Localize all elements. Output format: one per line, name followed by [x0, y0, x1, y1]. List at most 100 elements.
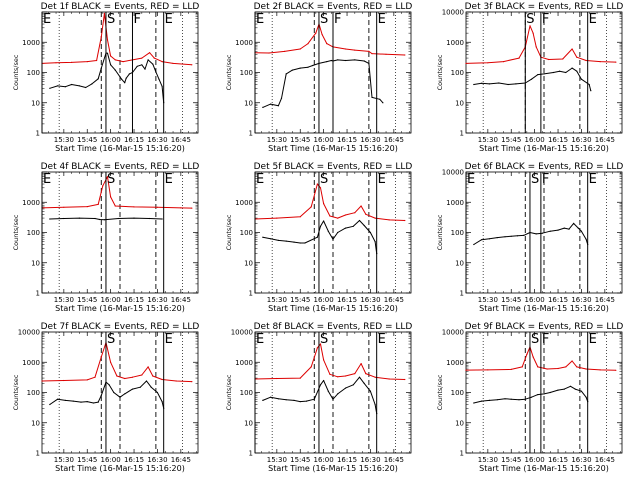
- data-point: [119, 396, 121, 398]
- x-tick-label: 16:45: [384, 296, 404, 304]
- data-point: [559, 70, 561, 72]
- data-point: [529, 25, 531, 27]
- y-tick-label: 1: [249, 290, 253, 298]
- series-line-red: [41, 176, 192, 209]
- y-tick-label: 10000: [442, 169, 464, 177]
- event-marker-label: E: [256, 12, 264, 27]
- data-point: [152, 63, 154, 65]
- data-point: [100, 67, 102, 69]
- data-point: [327, 230, 329, 232]
- x-tick-label: 15:45: [290, 456, 310, 464]
- y-axis-label: Counts/sec: [12, 214, 20, 250]
- data-point: [537, 366, 539, 368]
- data-point: [161, 61, 163, 63]
- event-marker-label: E: [589, 332, 597, 347]
- x-axis-label: Start Time (16-Mar-15 15:16:20): [268, 464, 398, 473]
- data-point: [161, 85, 163, 87]
- data-point: [144, 68, 146, 70]
- x-tick-label: 16:00: [525, 136, 545, 144]
- data-point: [323, 379, 325, 382]
- data-point: [307, 66, 309, 68]
- x-tick-label: 15:45: [290, 296, 310, 304]
- x-tick-label: 16:15: [124, 456, 144, 464]
- y-axis-label: Counts/sec: [12, 54, 20, 90]
- data-point: [99, 218, 101, 221]
- data-point: [487, 369, 489, 371]
- data-point: [86, 401, 88, 403]
- data-point: [299, 48, 301, 50]
- event-marker-label: S: [107, 172, 115, 187]
- y-tick-label: 1000: [446, 359, 464, 367]
- data-point: [97, 78, 99, 80]
- data-point: [465, 62, 467, 64]
- event-marker-label: S: [526, 12, 534, 27]
- series-line-black: [262, 376, 378, 414]
- data-point: [149, 217, 151, 220]
- data-point: [576, 56, 578, 58]
- data-point: [270, 238, 272, 240]
- data-point: [116, 375, 118, 377]
- data-point: [515, 83, 517, 85]
- event-marker-label: F: [542, 332, 549, 347]
- data-point: [106, 52, 109, 54]
- y-tick-label: 1000: [446, 39, 464, 47]
- data-point: [404, 54, 406, 56]
- x-axis-label: Start Time (16-Mar-15 15:16:20): [268, 304, 398, 313]
- data-point: [571, 67, 573, 69]
- series-line-red: [254, 183, 405, 221]
- data-point: [535, 46, 537, 48]
- x-tick-label: 15:45: [501, 456, 521, 464]
- y-tick-label: 1000: [235, 199, 253, 207]
- data-point: [299, 377, 301, 379]
- data-point: [577, 227, 579, 229]
- data-point: [585, 368, 587, 370]
- event-marker-label: E: [589, 12, 597, 27]
- series-line-black: [473, 67, 592, 91]
- data-point: [155, 71, 157, 73]
- y-tick-label: 10: [455, 259, 464, 267]
- data-point: [270, 103, 272, 105]
- x-tick-label: 16:15: [124, 136, 144, 144]
- data-point: [327, 390, 329, 392]
- chart-title: Det 6f BLACK = Events, RED = LLD: [465, 162, 624, 172]
- data-point: [404, 378, 406, 381]
- data-point: [615, 61, 617, 63]
- x-tick-label: 15:45: [77, 456, 97, 464]
- data-point: [147, 59, 149, 61]
- data-point: [180, 207, 182, 209]
- data-point: [312, 64, 314, 67]
- data-point: [124, 377, 126, 380]
- chart-title: Det 5f BLACK = Events, RED = LLD: [254, 162, 413, 172]
- x-tick-label: 16:30: [571, 136, 591, 144]
- y-tick-label: 10: [31, 99, 40, 107]
- data-point: [576, 70, 578, 72]
- chart-title: Det 9f BLACK = Events, RED = LLD: [465, 322, 624, 332]
- data-point: [161, 218, 163, 220]
- data-point: [285, 73, 287, 75]
- data-point: [102, 185, 104, 187]
- data-point: [64, 86, 66, 88]
- data-point: [573, 222, 575, 224]
- data-point: [585, 238, 587, 240]
- series-line-black: [473, 222, 589, 245]
- event-marker-label: E: [378, 332, 386, 347]
- x-tick-label: 16:15: [124, 296, 144, 304]
- data-point: [365, 373, 367, 375]
- data-point: [49, 403, 51, 406]
- x-tick-label: 16:00: [525, 296, 545, 304]
- x-tick-label: 16:00: [101, 136, 121, 144]
- data-point: [117, 217, 119, 220]
- y-tick-label: 1000: [446, 199, 464, 207]
- series-line-red: [41, 342, 192, 383]
- y-tick-label: 10000: [442, 329, 464, 337]
- chart-title: Det 8f BLACK = Events, RED = LLD: [254, 322, 413, 332]
- series-line-black: [49, 217, 163, 221]
- data-point: [507, 83, 509, 86]
- data-point: [133, 217, 135, 219]
- data-point: [156, 206, 158, 208]
- data-point: [363, 382, 365, 384]
- data-point: [360, 363, 362, 365]
- x-tick-label: 15:30: [267, 296, 287, 304]
- x-tick-label: 16:45: [595, 296, 615, 304]
- event-marker-label: E: [378, 12, 386, 27]
